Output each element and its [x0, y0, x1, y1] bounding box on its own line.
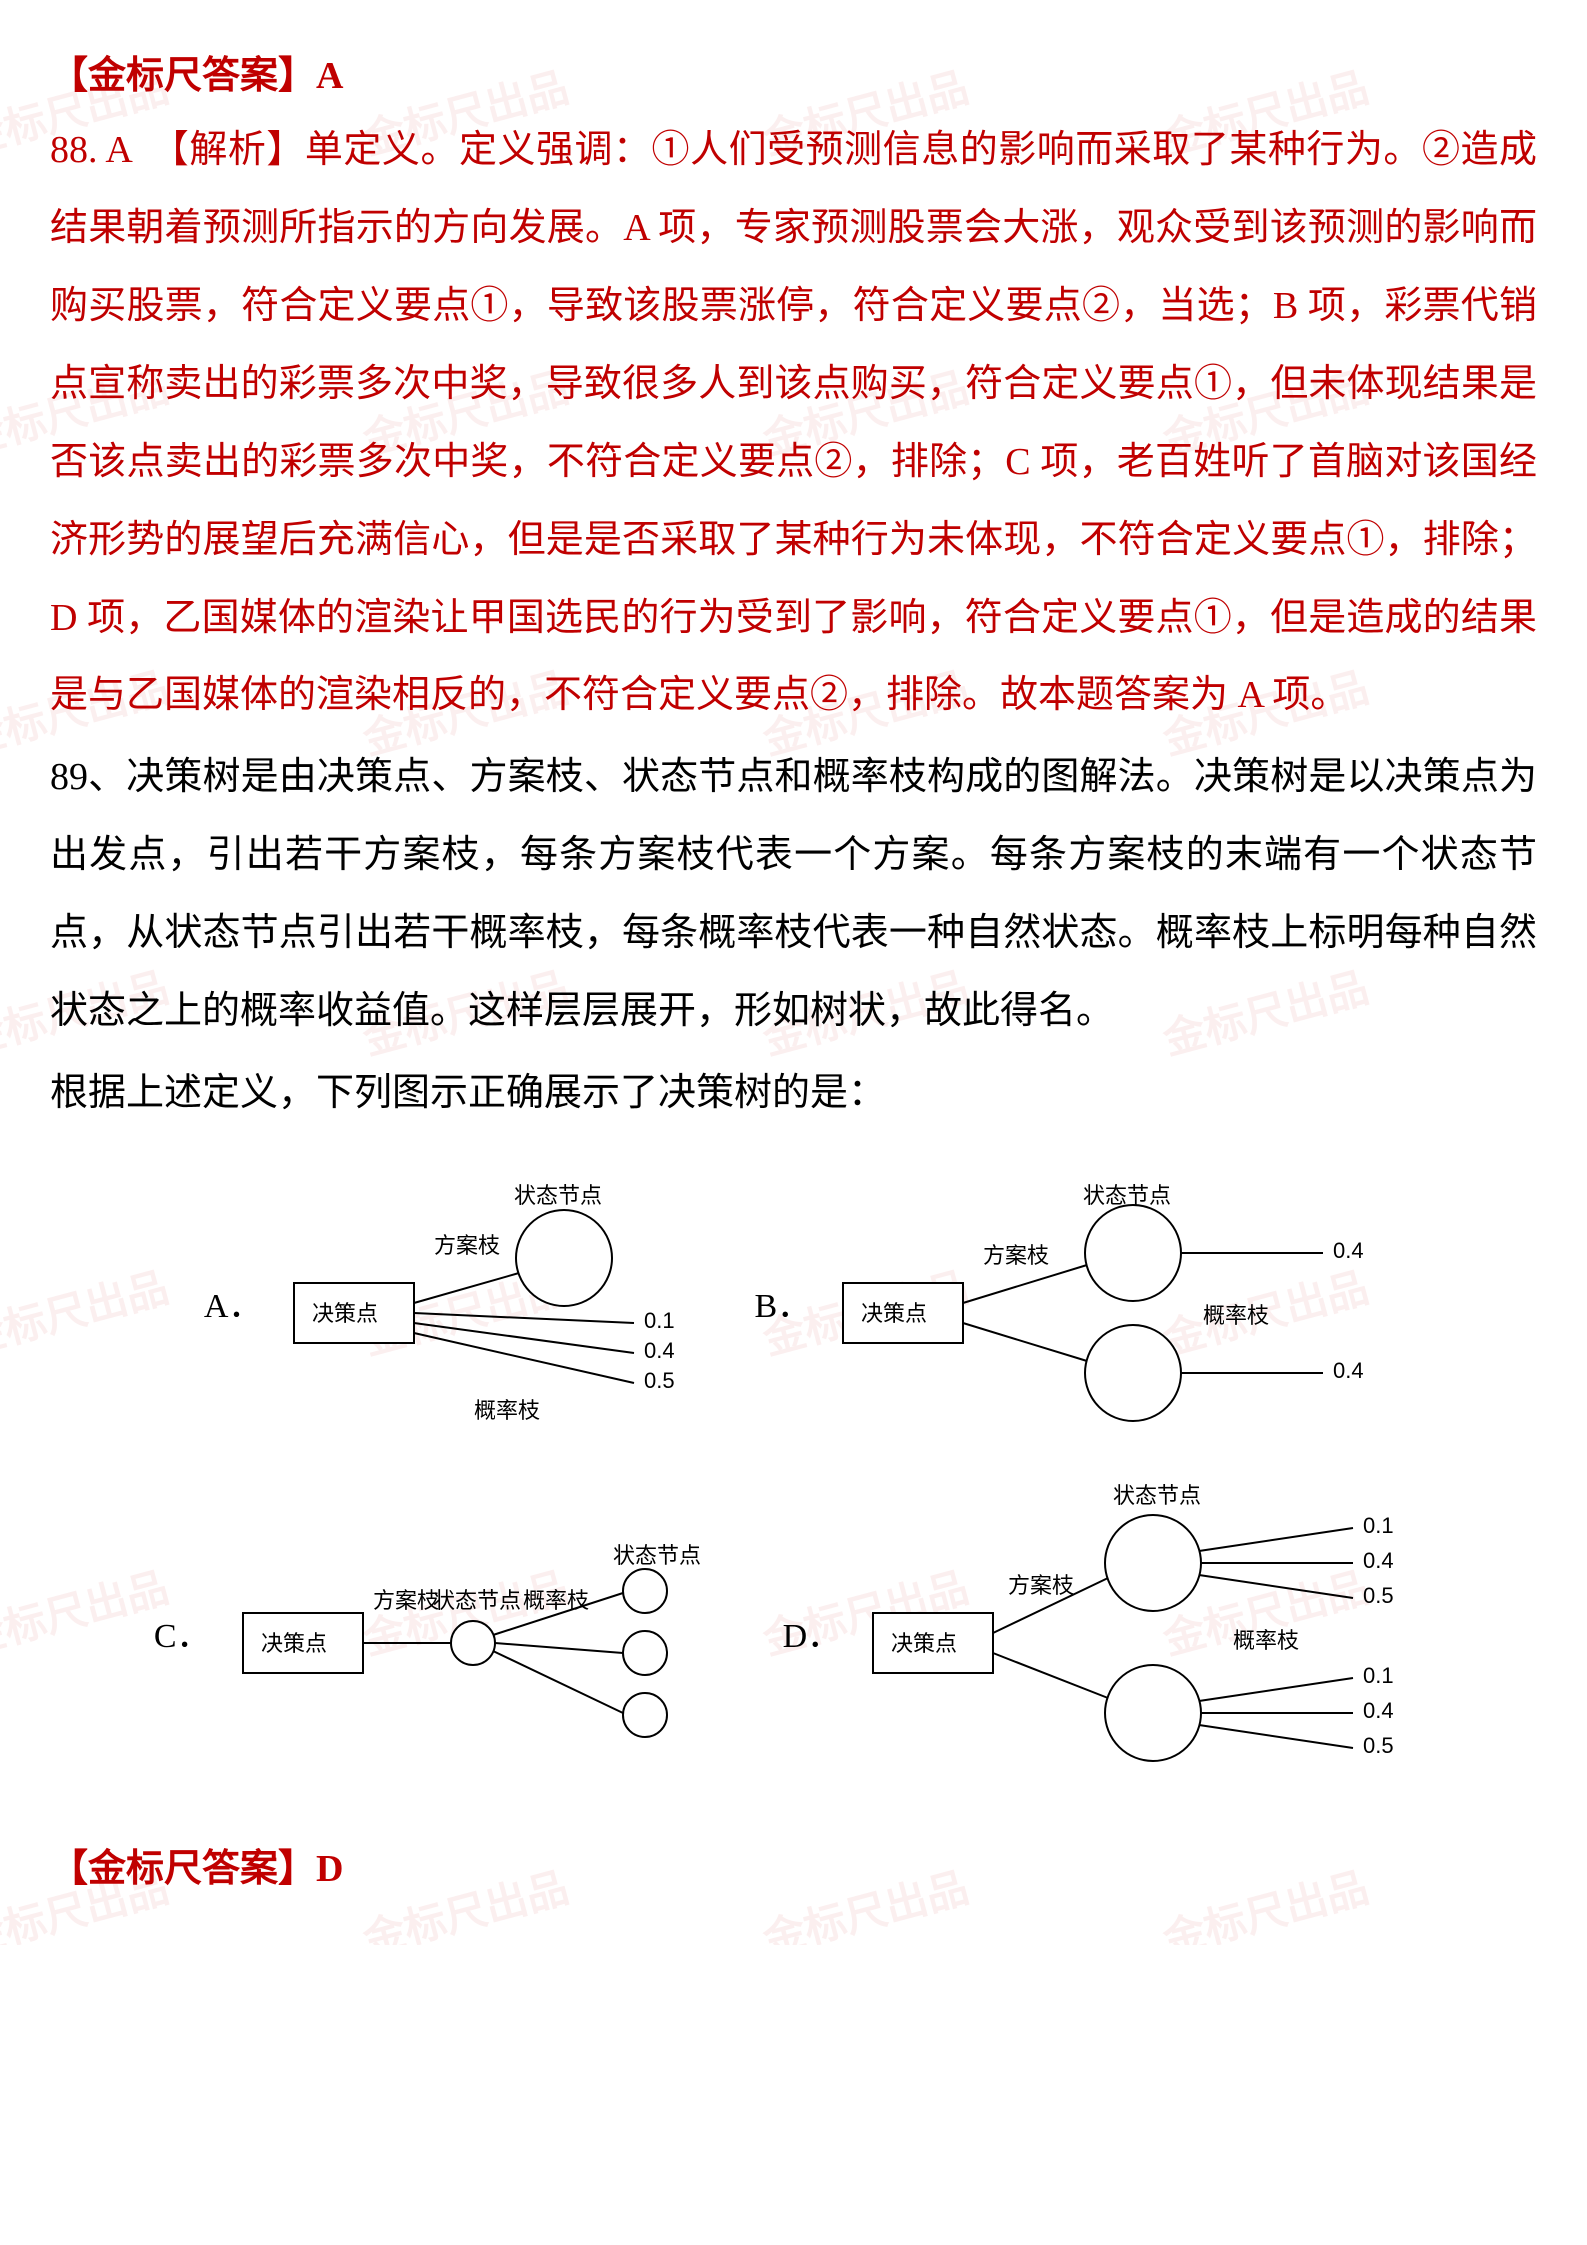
scheme-edge — [963, 1323, 1087, 1361]
prob-label: 概率枝 — [1233, 1628, 1299, 1653]
question-89-text: 89、决策树是由决策点、方案枝、状态节点和概率枝构成的图解法。决策树是以决策点为… — [50, 739, 1537, 1051]
decision-label: 决策点 — [261, 1631, 327, 1656]
prob-edge — [1199, 1528, 1353, 1551]
option-a: A． 决策点 方案枝 状态节点 0.1 0.4 0.5 概 — [204, 1173, 695, 1433]
state-label: 状态节点 — [514, 1183, 602, 1208]
end-node — [623, 1569, 667, 1613]
scheme-label: 方案枝 — [983, 1243, 1049, 1268]
state-node — [1105, 1515, 1201, 1611]
state-node — [1085, 1325, 1181, 1421]
scheme-label: 方案枝 — [1008, 1573, 1074, 1598]
question-89-prompt: 根据上述定义，下列图示正确展示了决策树的是： — [50, 1055, 1537, 1133]
diagram-row-2: C． 决策点 方案枝 状态节点 概率枝 状态节点 D． — [50, 1473, 1537, 1793]
option-c-letter: C． — [154, 1608, 211, 1657]
answer-top: 【金标尺答案】A — [50, 40, 1537, 112]
prob-value: 0.5 — [1363, 1583, 1394, 1608]
prob-value: 0.4 — [644, 1338, 675, 1363]
scheme-label: 方案枝 — [434, 1233, 500, 1258]
end-node — [623, 1631, 667, 1675]
prob-value: 0.4 — [1363, 1698, 1394, 1723]
prob-label: 概率枝 — [474, 1398, 540, 1423]
prob-value: 0.4 — [1363, 1548, 1394, 1573]
scheme-edge — [963, 1265, 1087, 1303]
analysis-88: 88. A 【解析】单定义。定义强调：①人们受预测信息的影响而采取了某种行为。②… — [50, 112, 1537, 735]
scheme-label: 方案枝 — [373, 1588, 439, 1613]
decision-label: 决策点 — [891, 1631, 957, 1656]
state-label: 状态节点 — [1113, 1483, 1201, 1508]
prob-value: 0.5 — [644, 1368, 675, 1393]
scheme-edge — [414, 1273, 519, 1303]
diagram-d: 决策点 方案枝 状态节点 0.1 0.4 0.5 概率枝 0.1 — [853, 1473, 1433, 1793]
prob-edge — [1199, 1725, 1353, 1748]
answer-bottom: 【金标尺答案】D — [50, 1833, 1537, 1905]
option-a-letter: A． — [204, 1278, 263, 1327]
prob-value: 0.4 — [1333, 1238, 1364, 1263]
state-node — [1105, 1665, 1201, 1761]
diagram-b: 决策点 方案枝 状态节点 0.4 0.4 概率枝 — [823, 1173, 1383, 1433]
state-label: 状态节点 — [433, 1588, 521, 1613]
prob-edge — [493, 1651, 623, 1713]
prob-value: 0.4 — [1333, 1358, 1364, 1383]
prob-edge — [414, 1313, 634, 1323]
scheme-edge — [993, 1653, 1108, 1698]
prob-edge — [414, 1323, 634, 1353]
end-node — [623, 1693, 667, 1737]
diagram-row-1: A． 决策点 方案枝 状态节点 0.1 0.4 0.5 概 — [50, 1173, 1537, 1433]
decision-label: 决策点 — [312, 1301, 378, 1326]
prob-label: 概率枝 — [523, 1588, 589, 1613]
prob-edge — [1199, 1678, 1353, 1701]
prob-edge — [495, 1643, 623, 1653]
content: 【金标尺答案】A 88. A 【解析】单定义。定义强调：①人们受预测信息的影响而… — [50, 40, 1537, 1905]
prob-label: 概率枝 — [1203, 1303, 1269, 1328]
state-node — [1085, 1205, 1181, 1301]
state-label: 状态节点 — [1083, 1183, 1171, 1208]
option-c: C． 决策点 方案枝 状态节点 概率枝 状态节点 — [154, 1473, 723, 1793]
prob-value: 0.5 — [1363, 1733, 1394, 1758]
state-node-small — [451, 1621, 495, 1665]
state-node — [516, 1210, 612, 1306]
prob-edge — [1199, 1575, 1353, 1598]
diagram-a: 决策点 方案枝 状态节点 0.1 0.4 0.5 概率枝 — [274, 1173, 694, 1433]
prob-value: 0.1 — [1363, 1513, 1394, 1538]
option-b: B． 决策点 方案枝 状态节点 0.4 0.4 概率枝 — [754, 1173, 1383, 1433]
state-label: 状态节点 — [613, 1543, 701, 1568]
prob-value: 0.1 — [644, 1308, 675, 1333]
option-b-letter: B． — [754, 1278, 811, 1327]
diagram-c: 决策点 方案枝 状态节点 概率枝 状态节点 — [223, 1513, 723, 1753]
prob-edge — [414, 1333, 634, 1383]
decision-label: 决策点 — [861, 1301, 927, 1326]
option-d-letter: D． — [783, 1608, 842, 1657]
prob-value: 0.1 — [1363, 1663, 1394, 1688]
option-d: D． 决策点 方案枝 状态节点 0.1 0.4 0.5 概率枝 — [783, 1473, 1434, 1793]
